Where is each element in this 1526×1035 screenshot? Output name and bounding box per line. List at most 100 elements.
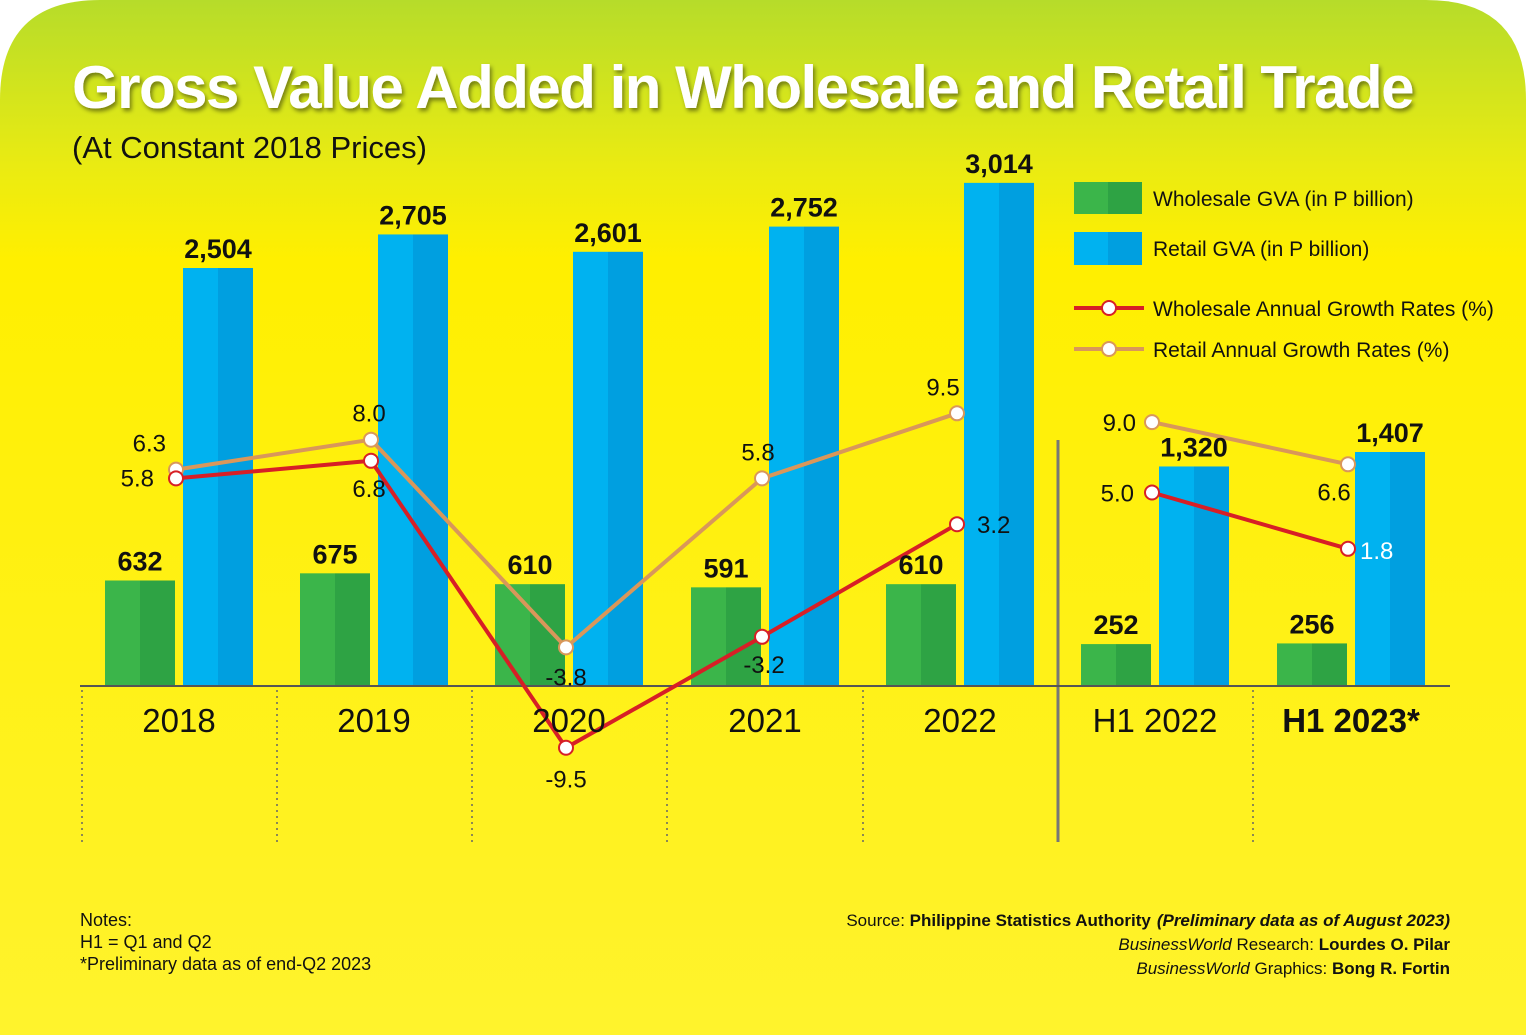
wholesale-bar-4	[886, 584, 921, 686]
wholesale-rate-point-5	[1144, 484, 1160, 501]
wholesale-bar-shade-4	[921, 584, 956, 686]
retail-rate-label-2: -3.8	[545, 664, 586, 691]
legend-swatch-retail-gva	[1074, 232, 1108, 265]
retail-bar-4	[964, 182, 999, 687]
wholesale-rate-label-6: 1.8	[1360, 538, 1393, 565]
retail-bar-3	[769, 226, 804, 686]
research-role: Research:	[1232, 935, 1319, 954]
retail-rate-point-5	[1144, 414, 1160, 431]
legend-label-wholesale-gva: Wholesale GVA (in P billion)	[1153, 188, 1414, 211]
category-label-3: 2021	[728, 702, 801, 739]
legend-retail-gva: Retail GVA (in P billion)	[1074, 232, 1369, 265]
retail-bar-shade-1	[413, 234, 448, 687]
wholesale-rate-label-5: 5.0	[1101, 481, 1134, 508]
source-name: Philippine Statistics Authority	[910, 911, 1152, 930]
retail-rate-point-6	[1340, 456, 1356, 473]
legend-wholesale-gva: Wholesale GVA (in P billion)	[1074, 182, 1414, 214]
retail-value-label-0: 2,504	[184, 234, 252, 264]
wholesale-rate-label-3: -3.2	[743, 652, 784, 679]
retail-value-label-1: 2,705	[379, 200, 447, 230]
notes-heading: Notes:	[80, 910, 132, 930]
retail-rate-label-3: 5.8	[741, 439, 774, 466]
category-label-0: 2018	[142, 702, 215, 739]
retail-bar-1	[378, 234, 413, 687]
source-prefix: Source:	[846, 911, 909, 930]
retail-value-label-3: 2,752	[770, 193, 838, 223]
retail-bar-shade-0	[218, 268, 253, 686]
wholesale-rate-label-1: 6.8	[352, 476, 385, 503]
retail-bar-shade-5	[1194, 466, 1229, 686]
bars-layer	[105, 182, 1425, 687]
retail-rate-point-2	[558, 639, 574, 656]
graphics-credit: BusinessWorld Graphics: Bong R. Fortin	[1136, 959, 1450, 978]
wholesale-value-label-3: 591	[703, 553, 748, 583]
wholesale-rate-point-4	[949, 516, 965, 533]
retail-rate-line-segment-1	[1151, 420, 1349, 467]
graphics-brand: BusinessWorld	[1136, 959, 1250, 978]
retail-value-label-6: 1,407	[1356, 418, 1424, 448]
category-label-4: 2022	[923, 702, 996, 739]
wholesale-value-label-5: 252	[1093, 610, 1138, 640]
category-labels: 2018 2019 2020 2021 2022 H1 2022 H1 2023*	[142, 702, 1420, 739]
retail-bar-2	[573, 251, 608, 687]
wholesale-bar-5	[1081, 644, 1116, 686]
wholesale-bar-shade-2	[530, 584, 565, 686]
legend-retail-rate: Retail Annual Growth Rates (%)	[1074, 339, 1449, 362]
wholesale-bar-6	[1277, 643, 1312, 686]
retail-rate-point-1	[363, 431, 379, 448]
notes: Notes: H1 = Q1 and Q2 *Preliminary data …	[80, 910, 371, 974]
wholesale-value-label-4: 610	[898, 550, 943, 580]
category-label-2: 2020	[532, 702, 605, 739]
wholesale-rate-point-3	[754, 628, 770, 645]
retail-rate-label-5: 9.0	[1103, 410, 1136, 437]
graphics-name: Bong R. Fortin	[1332, 959, 1450, 978]
wholesale-rate-label-2: -9.5	[545, 767, 586, 794]
notes-line-preliminary: *Preliminary data as of end-Q2 2023	[80, 954, 371, 974]
category-label-6: H1 2023*	[1282, 702, 1420, 739]
graphics-role: Graphics:	[1250, 959, 1332, 978]
legend-label-retail-rate: Retail Annual Growth Rates (%)	[1153, 339, 1449, 362]
wholesale-bar-0	[105, 580, 140, 686]
wholesale-rate-point-0	[168, 470, 184, 487]
chart-subtitle: (At Constant 2018 Prices)	[72, 130, 427, 165]
wholesale-value-label-6: 256	[1289, 609, 1334, 639]
source-note: (Preliminary data as of August 2023)	[1157, 911, 1451, 930]
wholesale-bar-shade-1	[335, 573, 370, 686]
retail-value-label-2: 2,601	[574, 218, 642, 248]
retail-rate-label-1: 8.0	[352, 401, 385, 428]
wholesale-rate-point-1	[363, 452, 379, 469]
wholesale-rate-point-6	[1340, 540, 1356, 557]
legend: Wholesale GVA (in P billion) Retail GVA …	[1074, 182, 1494, 362]
retail-value-label-5: 1,320	[1160, 432, 1228, 462]
retail-rate-label-6: 6.6	[1317, 479, 1350, 506]
wholesale-value-label-1: 675	[312, 539, 357, 569]
credits: Source: Philippine Statistics Authority (…	[846, 911, 1450, 978]
legend-label-wholesale-rate: Wholesale Annual Growth Rates (%)	[1153, 298, 1494, 321]
wholesale-value-label-2: 610	[507, 550, 552, 580]
legend-swatch-wholesale-gva	[1074, 182, 1108, 214]
legend-label-retail-gva: Retail GVA (in P billion)	[1153, 238, 1369, 261]
legend-wholesale-rate: Wholesale Annual Growth Rates (%)	[1074, 298, 1494, 321]
source-line: Source: Philippine Statistics Authority (…	[846, 911, 1450, 930]
wholesale-bar-shade-5	[1116, 644, 1151, 686]
wholesale-bar-1	[300, 573, 335, 686]
chart-title: Gross Value Added in Wholesale and Retai…	[72, 54, 1413, 121]
wholesale-rate-line-segment-1	[1151, 490, 1349, 551]
retail-bar-shade-2	[608, 251, 643, 687]
research-name: Lourdes O. Pilar	[1319, 935, 1451, 954]
legend-marker-wholesale-rate	[1101, 300, 1117, 316]
legend-marker-retail-rate	[1101, 341, 1117, 357]
column-dividers	[81, 440, 1254, 842]
retail-bar-shade-6	[1390, 452, 1425, 686]
wholesale-rate-label-0: 5.8	[121, 465, 154, 492]
wholesale-rate-label-4: 3.2	[977, 512, 1010, 539]
legend-swatch-retail-gva-shade	[1108, 232, 1142, 265]
wholesale-bar-shade-6	[1312, 643, 1347, 686]
wholesale-value-label-0: 632	[117, 546, 162, 576]
retail-bar-6	[1355, 452, 1390, 686]
research-credit: BusinessWorld Research: Lourdes O. Pilar	[1118, 935, 1450, 954]
retail-rate-point-3	[754, 470, 770, 487]
wholesale-rate-point-2	[558, 739, 574, 756]
